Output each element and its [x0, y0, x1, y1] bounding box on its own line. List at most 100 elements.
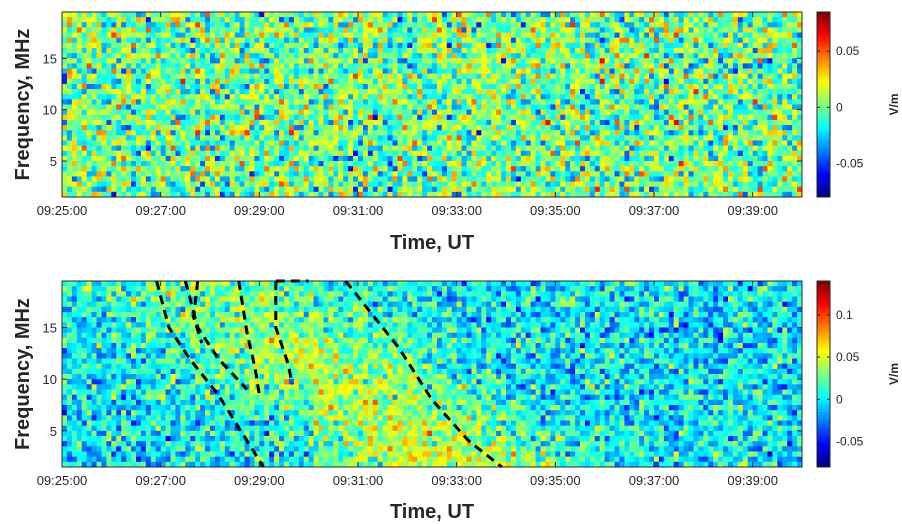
heatmap-cell — [244, 32, 250, 39]
heatmap-cell — [170, 73, 176, 80]
heatmap-cell — [436, 114, 443, 121]
heatmap-cell — [565, 63, 571, 69]
heatmap-cell — [338, 99, 344, 105]
heatmap-cell — [131, 104, 137, 111]
heatmap-cell — [530, 68, 536, 75]
heatmap-cell — [407, 53, 413, 59]
heatmap-cell — [614, 47, 620, 54]
heatmap-cell — [570, 83, 576, 90]
heatmap-cell — [515, 166, 522, 172]
heatmap-cell — [782, 12, 788, 18]
heatmap-cell — [160, 150, 166, 157]
heatmap-cell — [323, 155, 329, 162]
heatmap-cell — [599, 17, 606, 23]
heatmap-cell — [732, 109, 739, 116]
heatmap-cell — [797, 145, 803, 152]
heatmap-cell — [639, 171, 645, 177]
heatmap-cell — [111, 27, 117, 33]
heatmap-cell — [392, 145, 398, 152]
heatmap-cell — [555, 53, 561, 59]
heatmap-cell — [362, 83, 369, 90]
heatmap-cell — [673, 171, 680, 177]
heatmap-cell — [195, 104, 201, 111]
heatmap-cell — [654, 150, 660, 157]
heatmap-cell — [767, 47, 773, 54]
heatmap-cell — [106, 68, 112, 75]
heatmap-cell — [708, 130, 714, 136]
heatmap-cell — [713, 42, 719, 49]
heatmap-cell — [372, 125, 379, 131]
heatmap-cell — [782, 119, 788, 126]
heatmap-cell — [550, 109, 556, 116]
heatmap-cell — [668, 83, 675, 90]
heatmap-cell — [580, 135, 586, 141]
heatmap-cell — [530, 171, 536, 177]
heatmap-cell — [116, 166, 122, 172]
heatmap-cell — [200, 109, 206, 116]
heatmap-cell — [288, 68, 295, 75]
heatmap-cell — [752, 99, 758, 105]
heatmap-cell — [284, 68, 290, 75]
heatmap-cell — [634, 99, 640, 105]
heatmap-cell — [121, 150, 127, 157]
heatmap-cell — [353, 22, 359, 28]
heatmap-cell — [234, 99, 240, 105]
heatmap-cell — [274, 22, 280, 28]
heatmap-cell — [604, 94, 610, 100]
heatmap-cell — [501, 130, 507, 136]
heatmap-cell — [402, 37, 408, 44]
heatmap-cell — [589, 104, 596, 111]
heatmap-cell — [259, 32, 265, 39]
heatmap-cell — [175, 119, 181, 126]
heatmap-cell — [402, 166, 408, 172]
heatmap-cell — [308, 119, 314, 126]
heatmap-cell — [580, 37, 586, 44]
heatmap-cell — [348, 68, 354, 75]
heatmap-cell — [353, 135, 359, 141]
heatmap-cell — [742, 58, 749, 64]
heatmap-cell — [540, 125, 546, 131]
heatmap-cell — [328, 125, 334, 131]
heatmap-cell — [175, 12, 181, 18]
heatmap-cell — [348, 78, 354, 85]
heatmap-cell — [609, 125, 615, 131]
heatmap-cell — [594, 119, 601, 126]
heatmap-cell — [71, 83, 78, 90]
heatmap-cell — [797, 150, 803, 157]
heatmap-cell — [456, 166, 462, 172]
heatmap-cell — [367, 176, 374, 182]
heatmap-cell — [604, 99, 610, 105]
heatmap-cell — [244, 114, 250, 121]
heatmap-cell — [510, 32, 517, 39]
heatmap-cell — [348, 135, 354, 141]
heatmap-cell — [491, 150, 497, 157]
heatmap-cell — [515, 17, 522, 23]
heatmap-cell — [451, 171, 458, 177]
heatmap-cell — [604, 32, 610, 39]
heatmap-cell — [772, 58, 778, 64]
heatmap-cell — [234, 47, 240, 54]
heatmap-cell — [358, 114, 364, 121]
heatmap-cell — [594, 94, 601, 100]
heatmap-cell — [106, 37, 112, 44]
heatmap-cell — [214, 27, 221, 33]
heatmap-cell — [180, 53, 186, 59]
heatmap-cell — [501, 63, 507, 69]
heatmap-cell — [565, 130, 571, 136]
heatmap-cell — [432, 114, 438, 121]
heatmap-cell — [126, 53, 132, 59]
heatmap-cell — [693, 145, 699, 152]
heatmap-cell — [708, 37, 714, 44]
heatmap-cell — [249, 53, 255, 59]
heatmap-cell — [752, 155, 758, 162]
heatmap-cell — [313, 89, 319, 95]
heatmap-cell — [767, 53, 773, 59]
heatmap-cell — [718, 22, 724, 28]
heatmap-cell — [234, 58, 240, 64]
heatmap-cell — [106, 63, 112, 69]
heatmap-cell — [150, 89, 157, 95]
heatmap-cell — [234, 78, 240, 85]
heatmap-cell — [313, 135, 319, 141]
heatmap-cell — [101, 17, 107, 23]
heatmap-cell — [451, 130, 458, 136]
